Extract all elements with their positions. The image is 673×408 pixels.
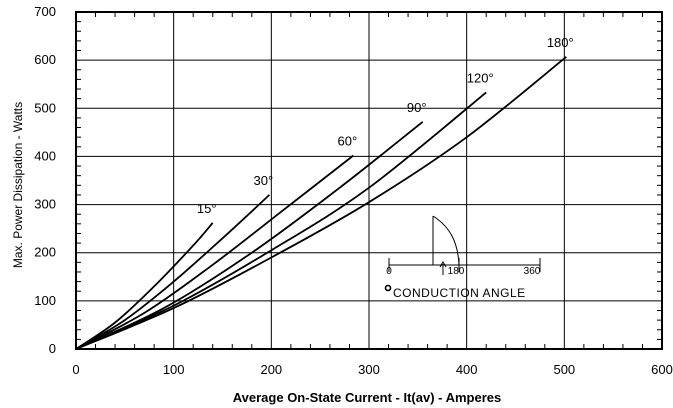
- series-label-0: 15°: [197, 201, 217, 216]
- y-tick-label: 700: [34, 4, 56, 19]
- x-tick-label: 300: [358, 362, 380, 377]
- series-line-3: [75, 121, 424, 350]
- conduction-angle-inset: 0 180 360 CONDUCTION ANGLE: [384, 215, 541, 300]
- y-tick-label: 300: [34, 197, 56, 212]
- x-tick-label: 400: [456, 362, 478, 377]
- series-line-5: [75, 56, 567, 350]
- y-tick-labels: 0 100 200 300 400 500 600 700: [34, 4, 56, 356]
- series-lines: [75, 56, 567, 350]
- inset-caption: CONDUCTION ANGLE: [393, 286, 526, 300]
- angle-arrow-icon: [439, 261, 447, 275]
- series-label-2: 60°: [338, 133, 358, 148]
- y-tick-label: 600: [34, 52, 56, 67]
- y-tick-label: 0: [49, 341, 56, 356]
- series-line-1: [75, 194, 271, 350]
- gridlines: [76, 12, 662, 349]
- series-label-1: 30°: [254, 173, 274, 188]
- y-tick-label: 200: [34, 245, 56, 260]
- y-tick-label: 400: [34, 148, 56, 163]
- series-labels: 15° 30° 60° 90° 120° 180°: [197, 35, 574, 216]
- series-line-4: [75, 91, 487, 350]
- series-label-4: 120°: [467, 70, 494, 85]
- series-label-3: 90°: [407, 100, 427, 115]
- y-axis-title: Max. Power Dissipation - Watts: [11, 102, 25, 268]
- degree-symbol-icon: [384, 284, 392, 292]
- x-tick-labels: 0 100 200 300 400 500 600: [72, 362, 672, 377]
- plot-area-frame: [75, 11, 663, 350]
- x-tick-label: 600: [651, 362, 673, 377]
- half-sine-waveform: [432, 215, 460, 266]
- inset-label-180: 180: [448, 266, 465, 277]
- inset-label-360: 360: [524, 266, 541, 277]
- series-line-0: [75, 222, 214, 350]
- x-tick-label: 200: [260, 362, 282, 377]
- x-tick-label: 0: [72, 362, 79, 377]
- y-tick-label: 500: [34, 100, 56, 115]
- series-label-5: 180°: [547, 35, 574, 50]
- x-tick-label: 100: [163, 362, 185, 377]
- x-axis-title: Average On-State Current - It(av) - Ampe…: [233, 390, 502, 405]
- y-tick-label: 100: [34, 293, 56, 308]
- inset-label-0: 0: [386, 266, 392, 277]
- x-tick-label: 500: [553, 362, 575, 377]
- series-line-2: [75, 154, 354, 350]
